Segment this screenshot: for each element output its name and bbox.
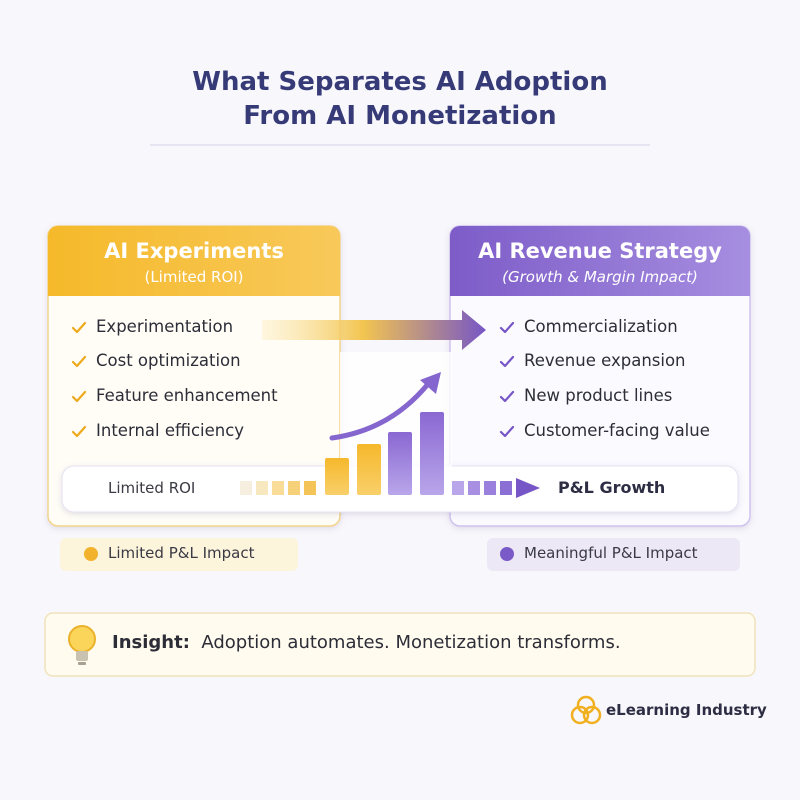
right-card-header [450,226,750,296]
left-card-subtitle: (Limited ROI) [144,268,244,286]
progress-start: Limited ROI [108,479,196,497]
list-item: Revenue expansion [524,351,686,370]
list-item: Customer-facing value [524,421,710,440]
progress-steps [240,478,540,498]
brand-name: eLearning Industry [606,701,767,719]
insight-text: Adoption automates. Monetization transfo… [201,632,621,653]
right-badge [487,538,740,571]
list-item: Commercialization [524,317,678,336]
growth-curve [329,381,431,441]
list-item: Experimentation [96,317,234,336]
right-checks [499,321,515,438]
right-card-title: AI Revenue Strategy [478,239,722,263]
growth-bars [325,412,444,495]
left-badge-icon [84,547,98,561]
bulb-icon [68,625,96,665]
insight-box [44,612,756,677]
title-line: From AI Monetization [243,101,557,131]
list-item: Feature enhancement [96,386,278,405]
left-badge-text: Limited P&L Impact [108,544,255,562]
left-checks [71,321,87,438]
list-item: Cost optimization [96,351,241,370]
brand-logo [570,695,602,725]
right-badge-icon [500,547,514,561]
list-item: New product lines [524,386,673,405]
transition-arrow [262,310,486,350]
left-badge [60,538,298,571]
left-card-title: AI Experiments [104,239,284,263]
right-card-subtitle: (Growth & Margin Impact) [502,268,698,286]
insight-line: Insight: Adoption automates. Monetizatio… [112,634,621,652]
title-line: What Separates AI Adoption [192,67,608,97]
insight-label: Insight: [112,632,190,653]
left-card-header [48,226,340,296]
growth-arrowhead [420,372,441,394]
progress-end: P&L Growth [558,478,666,497]
list-item: Internal efficiency [96,421,245,440]
right-badge-text: Meaningful P&L Impact [524,544,698,562]
